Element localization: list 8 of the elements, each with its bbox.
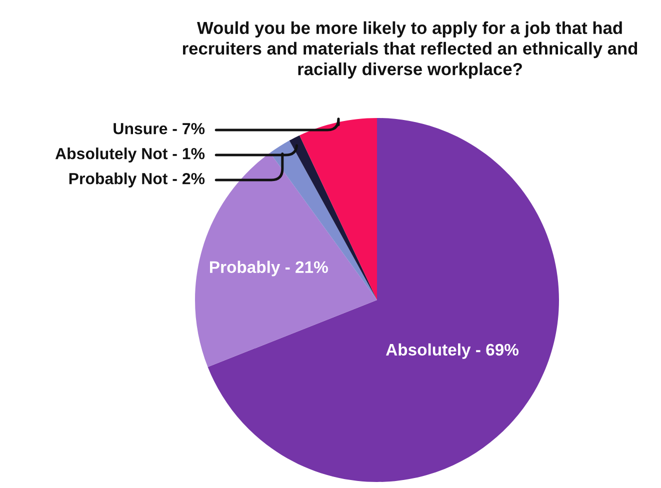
chart-title: Would you be more likely to apply for a job that had recruiters and materials that reflected an ethnically and racially diverse workplace?	[182, 21, 638, 79]
pie-slice	[289, 135, 377, 300]
slice-label: Probably Not - 2%	[69, 172, 205, 188]
slice-label: Absolutely Not - 1%	[55, 148, 205, 162]
slice-label: Unsure - 7%	[114, 123, 205, 134]
pie-slice	[208, 118, 559, 482]
slice-label: Probably - 21%	[210, 260, 328, 276]
slice-label: Absolutely - 69%	[386, 343, 519, 359]
